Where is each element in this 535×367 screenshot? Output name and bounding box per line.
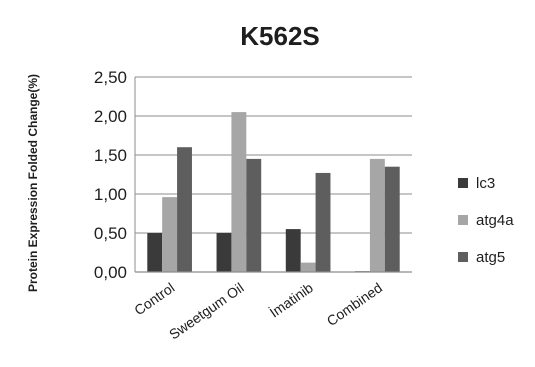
bar-lc3-0 xyxy=(147,233,163,272)
x-tick-label: Sweetgum Oil xyxy=(166,279,247,342)
legend-label-atg4a: atg4a xyxy=(476,212,514,229)
chart-title: K562S xyxy=(240,21,320,51)
bar-lc3-2 xyxy=(285,229,301,272)
legend-swatch-atg5 xyxy=(458,252,468,262)
legend: lc3 atg4a atg5 xyxy=(458,175,514,266)
bar-atg5-2 xyxy=(315,172,331,272)
legend-swatch-lc3 xyxy=(458,178,468,188)
bar-lc3-1 xyxy=(216,233,232,272)
x-tick-label: Combined xyxy=(324,279,385,329)
legend-label-atg5: atg5 xyxy=(476,249,505,266)
bar-atg5-0 xyxy=(177,147,192,272)
bar-atg4a-2 xyxy=(300,262,316,272)
y-tick-label: 0,00 xyxy=(94,263,127,282)
legend-label-lc3: lc3 xyxy=(476,175,495,192)
y-axis-ticks: 0,00 0,50 1,00 1,50 2,00 2,50 xyxy=(94,68,127,282)
bars xyxy=(147,112,400,272)
bar-atg4a-0 xyxy=(162,197,178,272)
bar-atg4a-1 xyxy=(231,112,247,272)
x-tick-label: Control xyxy=(131,279,177,318)
y-tick-label: 1,50 xyxy=(94,146,127,165)
bar-atg5-3 xyxy=(384,166,400,272)
bar-atg5-1 xyxy=(246,158,262,272)
x-tick-label: İmatinib xyxy=(266,278,316,320)
y-tick-label: 2,00 xyxy=(94,107,127,126)
y-tick-label: 1,00 xyxy=(94,185,127,204)
y-tick-label: 0,50 xyxy=(94,224,127,243)
y-tick-label: 2,50 xyxy=(94,68,127,87)
bar-atg4a-3 xyxy=(369,158,385,272)
legend-swatch-atg4a xyxy=(458,215,468,225)
y-axis-label: Protein Expression Folded Change(%) xyxy=(26,74,40,292)
